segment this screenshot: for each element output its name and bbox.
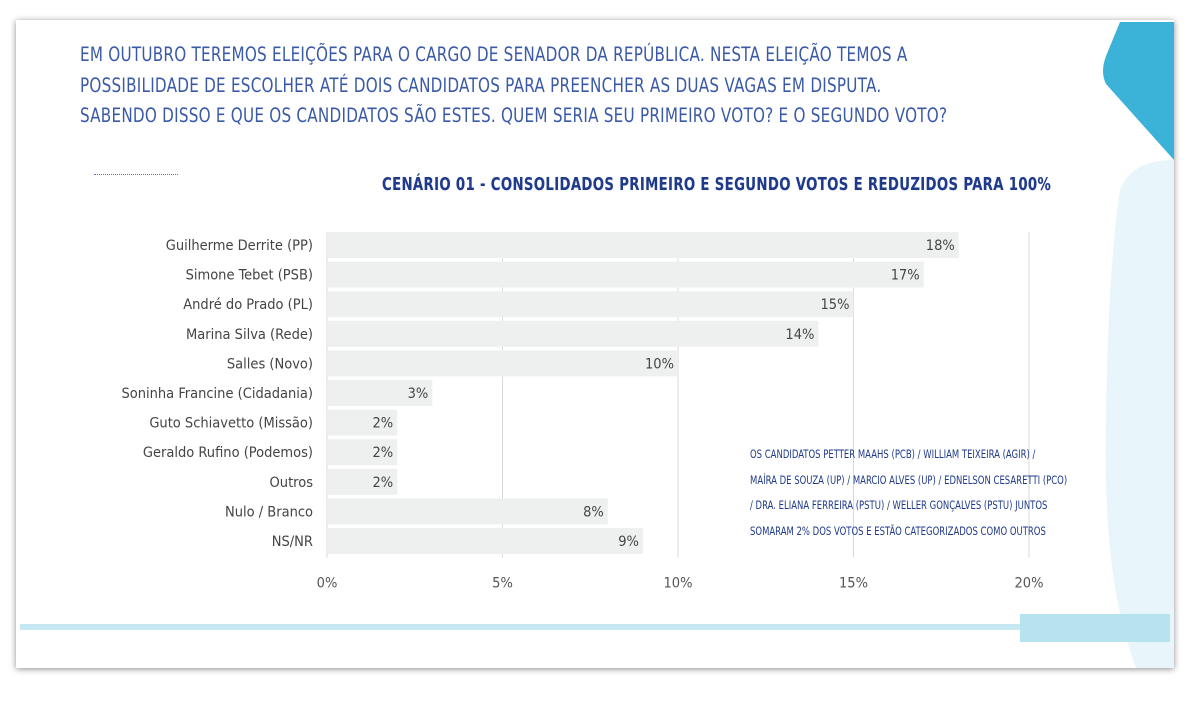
decorative-shapes — [20, 20, 1174, 668]
data-label: 3% — [408, 386, 429, 402]
bar — [327, 380, 433, 406]
x-tick-label: 5% — [492, 576, 513, 592]
slide: Em outubro teremos eleições para o cargo… — [16, 20, 1174, 668]
category-label: NS/NR — [272, 534, 313, 550]
bar — [327, 498, 608, 525]
footnote: Os candidatos Petter Maahs (PCB) / Willi… — [750, 442, 1111, 544]
bar — [327, 528, 643, 554]
data-label: 10% — [645, 356, 674, 372]
bar — [327, 350, 678, 377]
category-label: Salles (Novo) — [227, 356, 313, 372]
data-label: 15% — [821, 297, 850, 313]
x-tick-label: 10% — [664, 576, 693, 592]
category-label: Simone Tebet (PSB) — [186, 268, 313, 284]
x-tick-label: 0% — [317, 576, 338, 592]
bar — [327, 409, 398, 436]
x-tick-label: 15% — [839, 576, 868, 592]
data-label: 18% — [926, 238, 955, 254]
data-label: 17% — [891, 268, 920, 284]
data-label: 9% — [618, 534, 639, 550]
data-label: 8% — [583, 504, 604, 520]
footnote-line: Maíra de Souza (UP) / Marcio Alves (UP) … — [750, 472, 1068, 487]
data-label: 2% — [372, 416, 393, 432]
intro-line: Em outubro teremos eleições para o cargo… — [80, 43, 908, 66]
category-label: Nulo / Branco — [225, 504, 313, 520]
bar — [327, 291, 854, 318]
footnote-line: / Dra. Eliana Ferreira (PSTU) / Weller G… — [750, 498, 1048, 512]
category-label: Soninha Francine (Cidadania) — [121, 386, 313, 402]
x-tick-label: 20% — [1015, 576, 1044, 592]
bar-chart: 0% 5% 10% 15% 20% Guilherme Derrite (PP) 18% Si… — [121, 232, 1044, 592]
bar — [327, 468, 398, 495]
intro-question: Em outubro teremos eleições para o cargo… — [80, 40, 948, 132]
bar — [327, 439, 398, 466]
category-label: Guilherme Derrite (PP) — [166, 238, 313, 254]
bar — [327, 320, 819, 347]
bar — [327, 261, 924, 288]
category-label: Guto Schiavetto (Missão) — [149, 416, 313, 432]
category-label: André do Prado (PL) — [183, 297, 313, 313]
category-label: Marina Silva (Rede) — [186, 327, 313, 343]
chart-title: Cenário 01 - Consolidados primeiro e seg… — [382, 174, 1052, 195]
category-label: Geraldo Rufino (Podemos) — [143, 445, 313, 461]
footnote-line: somaram 2% dos votos e estão categorizad… — [750, 523, 1046, 538]
data-label: 14% — [785, 327, 814, 343]
data-label: 2% — [372, 445, 393, 461]
category-label: Outros — [270, 475, 314, 491]
data-label: 2% — [372, 475, 393, 491]
dotted-divider — [94, 174, 178, 175]
bar — [327, 232, 959, 258]
intro-line: Sabendo disso e que os candidatos são es… — [80, 104, 948, 127]
footnote-line: Os candidatos Petter Maahs (PCB) / Willi… — [750, 447, 1036, 461]
intro-line: possibilidade de escolher até dois candi… — [80, 73, 882, 97]
